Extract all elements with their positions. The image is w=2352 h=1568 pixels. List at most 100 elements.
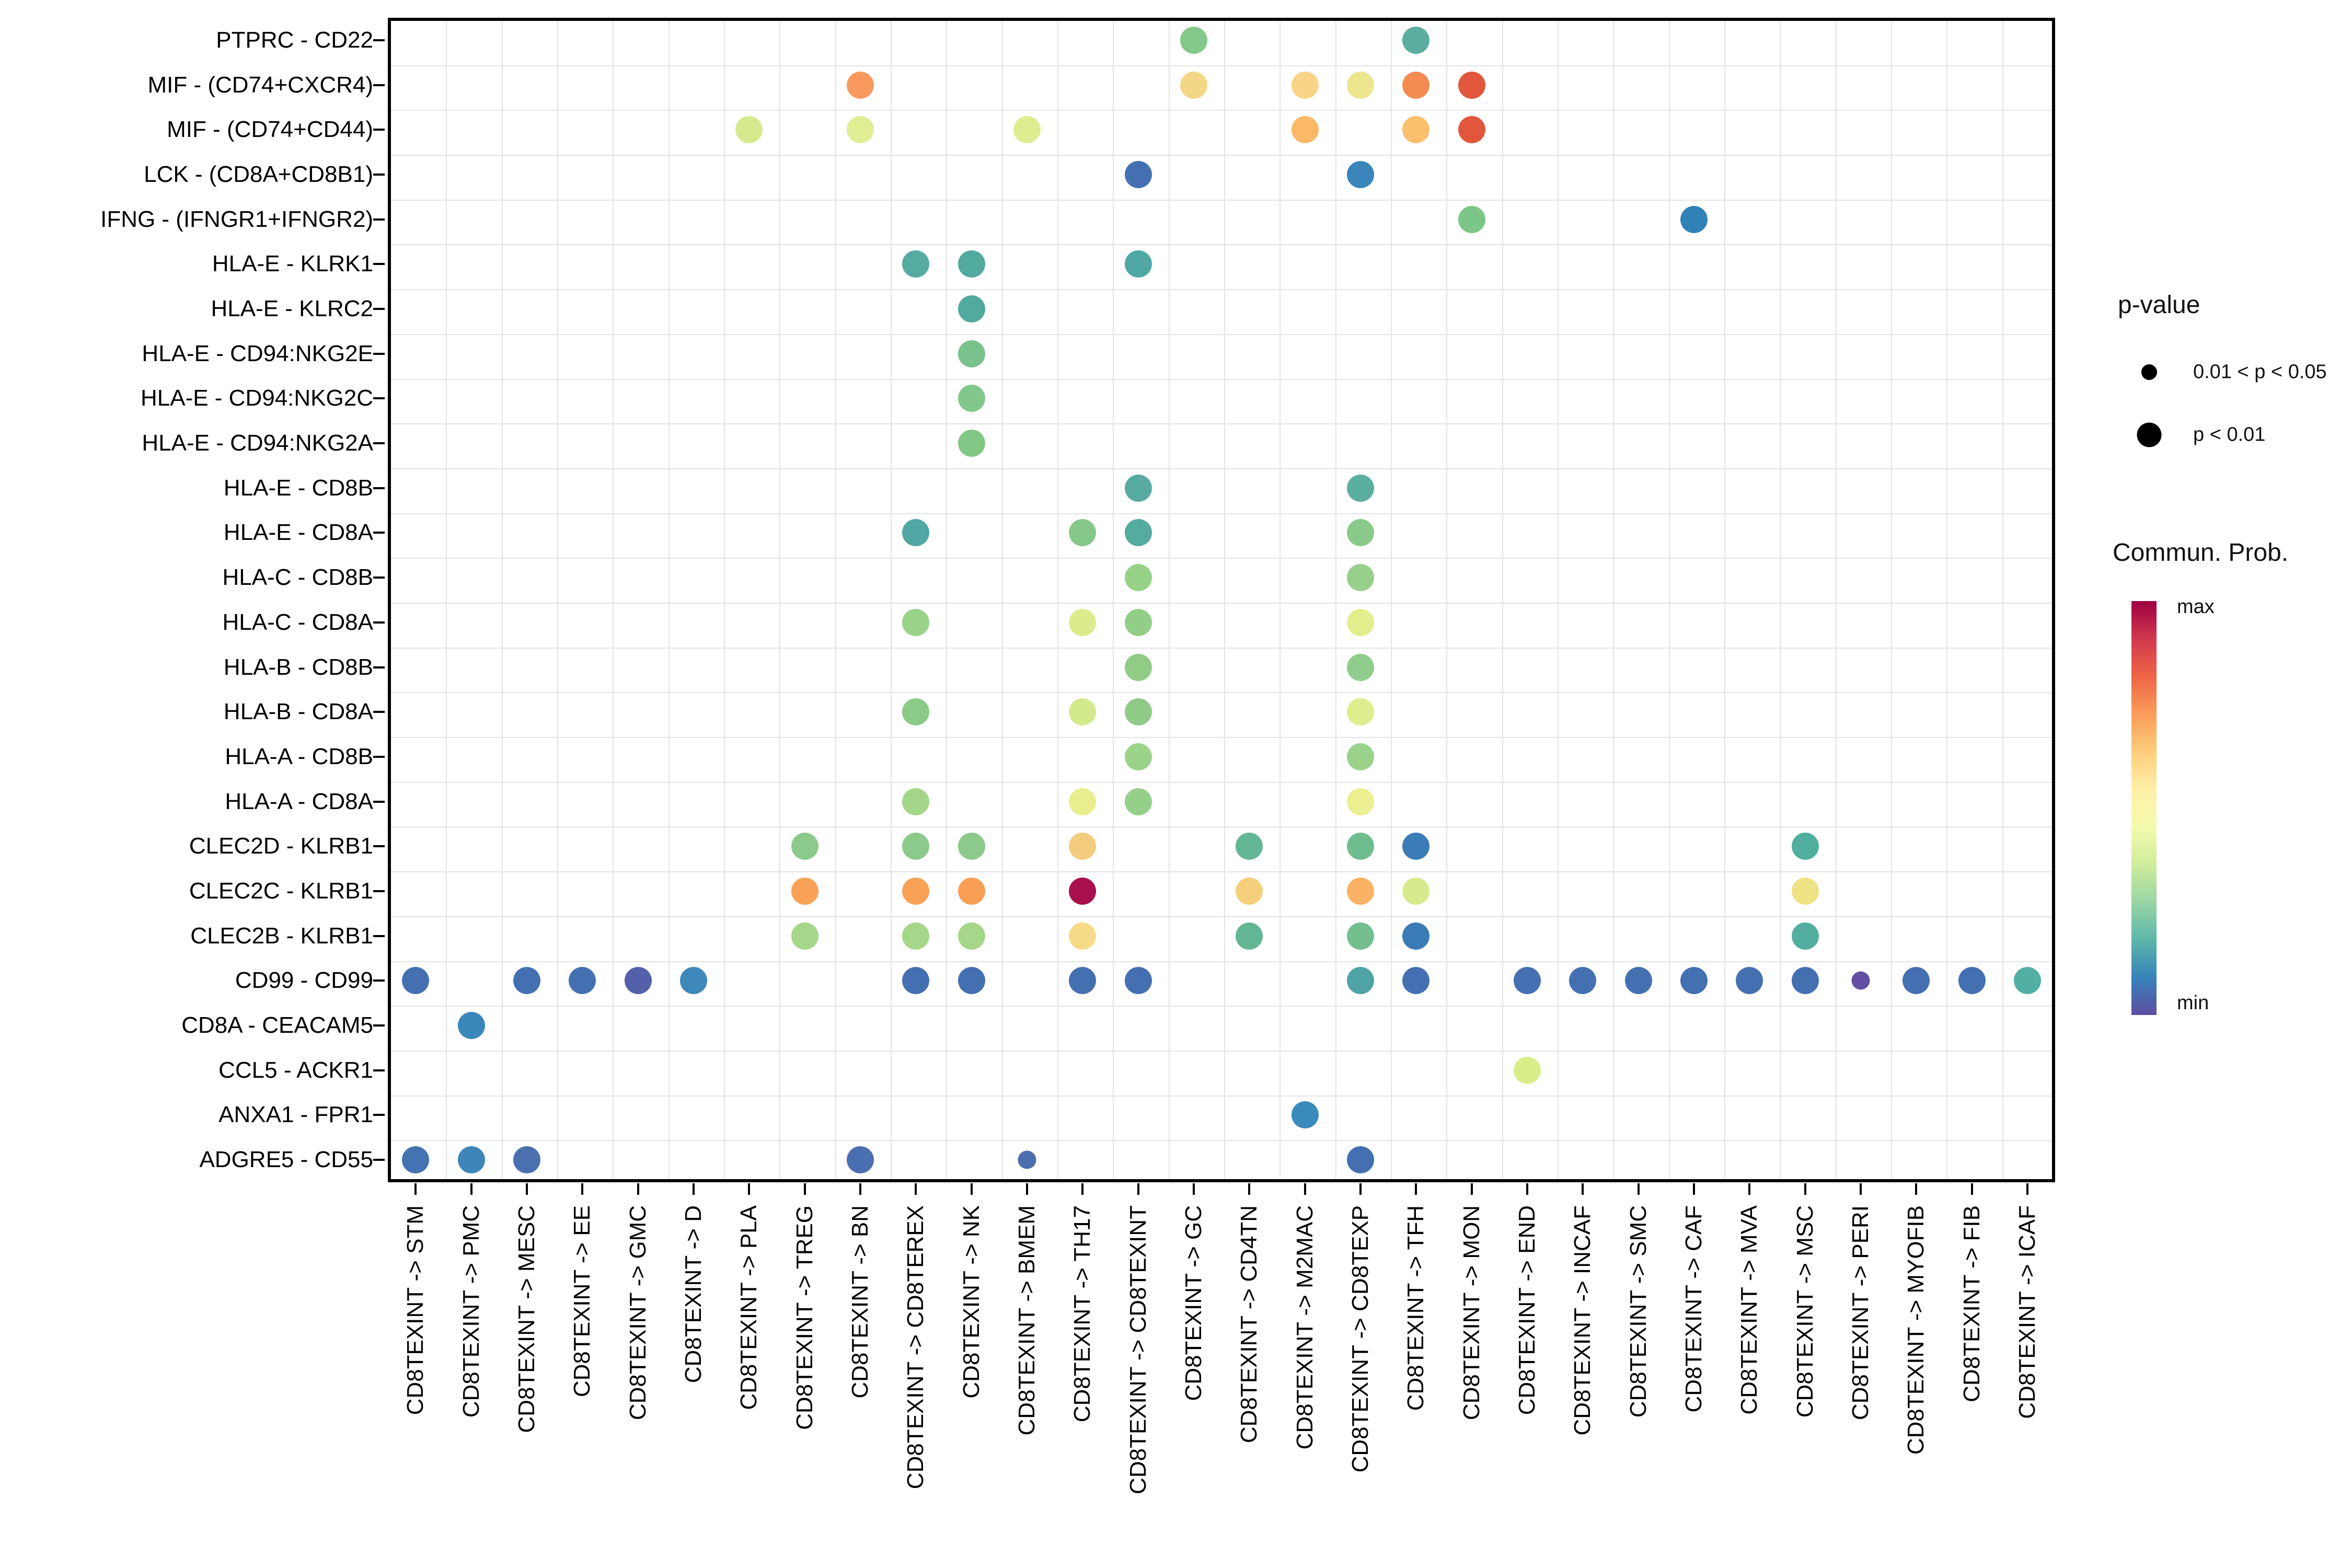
x-tick <box>1804 1183 1806 1195</box>
gridline-vertical <box>724 21 725 1179</box>
dot-CD99 - CD99-CD8TEXINT -> CD8TEXP <box>1346 967 1374 995</box>
gridline-horizontal <box>391 603 2052 604</box>
x-tick <box>915 1183 917 1195</box>
dot-CLEC2B - KLRB1-CD8TEXINT -> CD4TN <box>1236 922 1263 950</box>
y-tick <box>373 442 385 445</box>
dot-LCK - (CD8A+CD8B1)-CD8TEXINT -> CD8TEXP <box>1346 160 1374 188</box>
y-axis-label: HLA-C - CD8B <box>222 564 374 591</box>
x-axis-label: CD8TEXINT -> BMEM <box>1013 1205 1040 1436</box>
gridline-vertical <box>1724 21 1725 1179</box>
x-tick <box>1304 1183 1306 1195</box>
x-axis-label: CD8TEXINT -> TH17 <box>1069 1205 1096 1423</box>
gridline-vertical <box>1391 21 1392 1179</box>
colorbar-title: Commun. Prob. <box>2113 539 2289 567</box>
y-tick <box>373 979 385 982</box>
dot-HLA-E - CD8B-CD8TEXINT -> CD8TEXP <box>1346 474 1374 502</box>
gridline-horizontal <box>391 961 2052 962</box>
gridline-horizontal <box>391 1006 2052 1007</box>
x-tick <box>1582 1183 1584 1195</box>
gridline-vertical <box>668 21 670 1179</box>
gridline-horizontal <box>391 826 2052 828</box>
gridline-horizontal <box>391 289 2052 291</box>
dot-HLA-E - KLRK1-CD8TEXINT -> NK <box>958 250 985 278</box>
gridline-vertical <box>1780 21 1781 1179</box>
gridline-vertical <box>1446 21 1448 1179</box>
dot-CLEC2B - KLRB1-CD8TEXINT -> NK <box>958 922 985 950</box>
x-axis-label: CD8TEXINT -> SMC <box>1625 1205 1651 1418</box>
y-axis-label: MIF - (CD74+CD44) <box>167 117 373 143</box>
x-tick <box>748 1183 751 1195</box>
dot-CD99 - CD99-CD8TEXINT -> CAF <box>1680 967 1708 995</box>
y-tick <box>373 218 385 221</box>
dot-CLEC2C - KLRB1-CD8TEXINT -> TH17 <box>1069 878 1097 905</box>
gridline-vertical <box>2002 21 2003 1179</box>
dot-MIF - (CD74+CXCR4)-CD8TEXINT -> CD8TEXP <box>1346 71 1374 99</box>
dot-CLEC2C - KLRB1-CD8TEXINT -> TREG <box>791 878 818 905</box>
gridline-horizontal <box>391 513 2052 514</box>
colorbar-min-label: min <box>2177 992 2209 1014</box>
dot-CLEC2D - KLRB1-CD8TEXINT -> NK <box>958 833 985 860</box>
x-axis-label: CD8TEXINT -> EE <box>569 1205 595 1398</box>
dot-CD99 - CD99-CD8TEXINT -> NK <box>958 967 985 995</box>
dot-CLEC2B - KLRB1-CD8TEXINT -> TREG <box>791 922 818 950</box>
y-tick <box>373 1159 385 1161</box>
x-axis-label: CD8TEXINT -> PMC <box>458 1205 484 1418</box>
dot-ADGRE5 - CD55-CD8TEXINT -> MESC <box>513 1146 540 1174</box>
dot-HLA-E - KLRK1-CD8TEXINT -> CD8TEREX <box>902 250 930 278</box>
x-axis-label: CD8TEXINT -> MYOFIB <box>1903 1205 1929 1455</box>
x-axis-label: CD8TEXINT -> CAF <box>1680 1205 1707 1413</box>
y-tick <box>373 577 385 579</box>
gridline-vertical <box>1668 21 1670 1179</box>
dot-CD99 - CD99-CD8TEXINT -> ICAF <box>2013 967 2041 995</box>
x-axis-label: CD8TEXINT -> INCAF <box>1570 1205 1596 1436</box>
gridline-horizontal <box>391 916 2052 917</box>
dot-CLEC2C - KLRB1-CD8TEXINT -> CD8TEREX <box>902 878 930 905</box>
y-axis-label: HLA-E - KLRC2 <box>211 296 373 321</box>
dot-HLA-E - KLRK1-CD8TEXINT -> CD8TEXINT <box>1124 250 1152 278</box>
gridline-horizontal <box>391 1095 2052 1097</box>
dot-HLA-A - CD8B-CD8TEXINT -> CD8TEXP <box>1346 743 1374 770</box>
dot-MIF - (CD74+CD44)-CD8TEXINT -> PLA <box>735 116 763 144</box>
dot-HLA-E - CD8A-CD8TEXINT -> CD8TEREX <box>902 519 930 547</box>
dot-HLA-B - CD8B-CD8TEXINT -> CD8TEXINT <box>1124 653 1152 681</box>
y-axis-label: HLA-B - CD8A <box>223 699 373 725</box>
y-axis-label: HLA-E - KLRK1 <box>212 251 373 277</box>
x-tick <box>525 1183 528 1195</box>
dot-ADGRE5 - CD55-CD8TEXINT -> PMC <box>457 1146 485 1174</box>
dot-CLEC2D - KLRB1-CD8TEXINT -> CD8TEXP <box>1346 833 1374 860</box>
gridline-horizontal <box>391 781 2052 783</box>
y-axis-label: HLA-A - CD8B <box>225 743 373 769</box>
dot-MIF - (CD74+CD44)-CD8TEXINT -> TFH <box>1402 116 1430 144</box>
pvalue-large-dot-icon <box>2137 422 2162 447</box>
dot-CD99 - CD99-CD8TEXINT -> MYOFIB <box>1903 967 1930 995</box>
gridline-vertical <box>1057 21 1058 1179</box>
dot-CD99 - CD99-CD8TEXINT -> STM <box>402 967 430 995</box>
pvalue-small-label: 0.01 < p < 0.05 <box>2193 361 2327 383</box>
y-tick <box>373 800 385 803</box>
y-axis-label: HLA-A - CD8A <box>225 788 373 814</box>
y-axis-label: IFNG - (IFNGR1+IFNGR2) <box>100 206 373 232</box>
dot-HLA-E - CD8A-CD8TEXINT -> CD8TEXINT <box>1124 519 1152 547</box>
dot-CD99 - CD99-CD8TEXINT -> GMC <box>624 967 652 995</box>
dot-CLEC2D - KLRB1-CD8TEXINT -> MSC <box>1791 833 1819 860</box>
dot-CD99 - CD99-CD8TEXINT -> MSC <box>1791 967 1819 995</box>
dot-MIF - (CD74+CXCR4)-CD8TEXINT -> M2MAC <box>1291 71 1319 99</box>
x-axis-label: CD8TEXINT -> CD8TEXINT <box>1125 1205 1151 1494</box>
y-tick <box>373 532 385 534</box>
dot-CD99 - CD99-CD8TEXINT -> FIB <box>1958 967 1986 995</box>
x-tick <box>1415 1183 1417 1195</box>
dot-HLA-A - CD8A-CD8TEXINT -> CD8TEREX <box>902 788 930 815</box>
x-tick <box>1637 1183 1640 1195</box>
y-axis-label: HLA-E - CD8A <box>223 520 373 546</box>
dot-MIF - (CD74+CXCR4)-CD8TEXINT -> TFH <box>1402 71 1430 99</box>
dot-CD99 - CD99-CD8TEXINT -> CD8TEXINT <box>1124 967 1152 995</box>
x-axis-label: CD8TEXINT -> STM <box>402 1205 429 1415</box>
y-axis-label: CCL5 - ACKR1 <box>218 1057 373 1083</box>
dot-CLEC2C - KLRB1-CD8TEXINT -> TFH <box>1402 878 1430 905</box>
x-axis-label: CD8TEXINT -> ICAF <box>2014 1205 2040 1419</box>
x-tick <box>970 1183 973 1195</box>
y-axis-label: CLEC2D - KLRB1 <box>189 833 373 859</box>
dot-HLA-A - CD8A-CD8TEXINT -> TH17 <box>1069 788 1097 815</box>
colorbar-gradient <box>2131 601 2157 1015</box>
x-axis-label: CD8TEXINT -> M2MAC <box>1292 1205 1318 1450</box>
